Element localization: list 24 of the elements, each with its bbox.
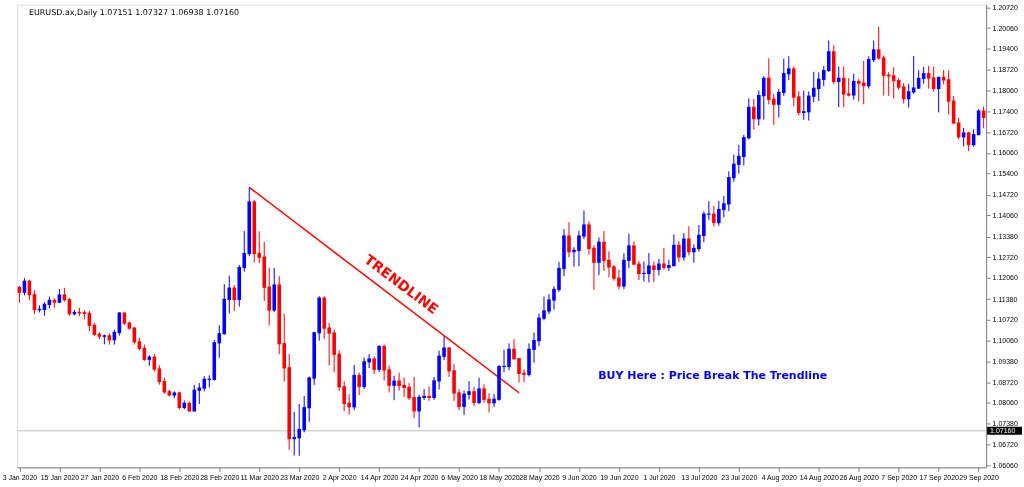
candlestick bbox=[926, 65, 931, 90]
candlestick bbox=[357, 371, 361, 396]
candlestick bbox=[657, 258, 661, 276]
candlestick bbox=[377, 344, 381, 373]
candlestick bbox=[677, 240, 681, 263]
candlestick bbox=[477, 377, 481, 405]
candlestick bbox=[472, 386, 476, 407]
candlestick bbox=[662, 247, 666, 271]
candlestick bbox=[567, 221, 571, 258]
candlestick bbox=[392, 375, 396, 401]
candlestick bbox=[232, 284, 237, 312]
candlestick bbox=[712, 205, 716, 228]
candlestick bbox=[851, 73, 856, 101]
candlestick bbox=[427, 385, 431, 402]
candlestick bbox=[876, 26, 881, 61]
candlestick bbox=[597, 237, 601, 276]
chart-title: EURUSD.ax,Daily 1.07151 1.07327 1.06938 1.07160 bbox=[28, 7, 240, 17]
candlestick bbox=[687, 225, 691, 256]
candlestick bbox=[836, 66, 841, 108]
candlestick bbox=[861, 60, 866, 105]
candlestick bbox=[752, 98, 756, 131]
annotation: BUY Here : Price Break The Trendline bbox=[598, 368, 828, 382]
candlestick bbox=[652, 261, 656, 283]
candlestick bbox=[682, 232, 686, 262]
